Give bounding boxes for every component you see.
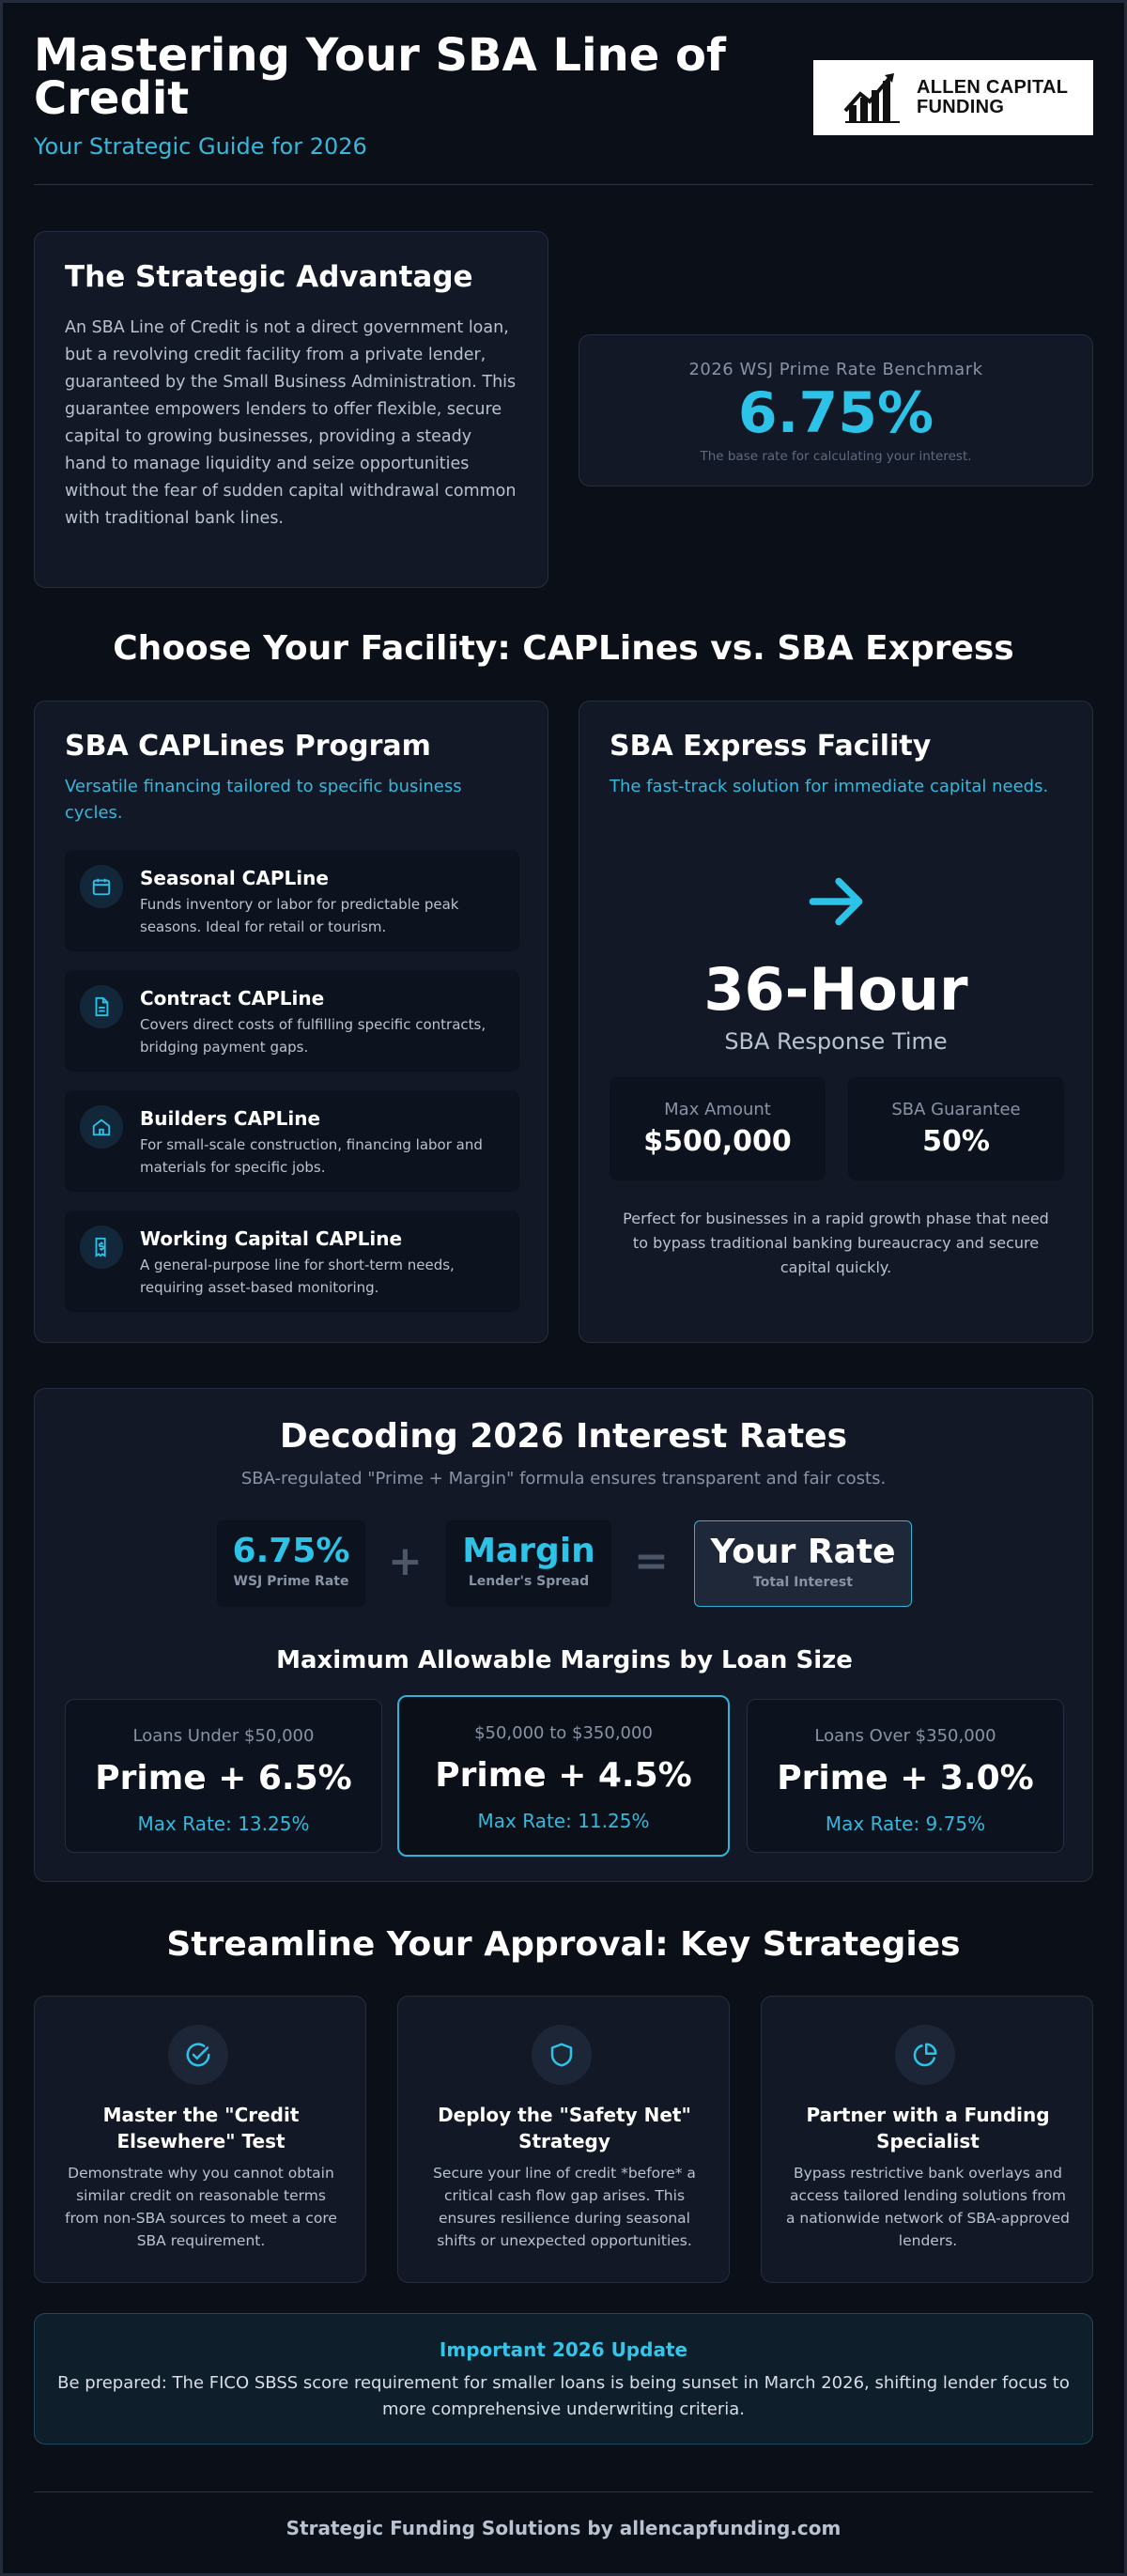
formula-prime-label: WSJ Prime Rate xyxy=(233,1574,349,1589)
strategies-title: Streamline Your Approval: Key Strategies xyxy=(166,1925,961,1964)
max-amount-value: $500,000 xyxy=(643,1125,792,1158)
margin-50k-350k: $50,000 to $350,000 Prime + 4.5% Max Rat… xyxy=(397,1695,730,1857)
max-amount-label: Max Amount xyxy=(664,1100,771,1119)
capline-item-builders: Builders CAPLine For small-scale constru… xyxy=(65,1090,519,1192)
home-icon xyxy=(80,1105,123,1149)
capline-desc: For small-scale construction, financing … xyxy=(140,1136,483,1176)
header-divider xyxy=(34,184,1093,185)
capline-name: Seasonal CAPLine xyxy=(140,867,329,889)
caplines-subtitle: Versatile financing tailored to specific… xyxy=(65,777,462,823)
strategy-desc: Demonstrate why you cannot obtain simila… xyxy=(65,2165,337,2249)
receipt-icon xyxy=(80,1226,123,1269)
express-hours: 36-Hour xyxy=(703,955,968,1024)
strategy-card-credit-elsewhere: Master the "Credit Elsewhere" Test Demon… xyxy=(34,1996,366,2283)
strategy-title: Master the "Credit Elsewhere" Test xyxy=(102,2104,300,2152)
shield-icon xyxy=(532,2025,592,2085)
guarantee-box: SBA Guarantee 50% xyxy=(848,1077,1064,1180)
formula-rate-label: Total Interest xyxy=(753,1575,853,1590)
margin-value: Prime + 6.5% xyxy=(95,1759,352,1797)
margin-max-rate: Max Rate: 11.25% xyxy=(477,1810,650,1832)
formula-margin-value: Margin xyxy=(462,1532,595,1570)
guarantee-value: 50% xyxy=(922,1125,990,1158)
formula-margin-label: Lender's Spread xyxy=(468,1574,590,1589)
capline-desc: Funds inventory or labor for predictable… xyxy=(140,896,459,935)
caplines-card: SBA CAPLines Program Versatile financing… xyxy=(34,701,548,1343)
strategic-advantage-title: The Strategic Advantage xyxy=(65,260,473,294)
margin-value: Prime + 3.0% xyxy=(777,1759,1034,1797)
margin-max-rate: Max Rate: 9.75% xyxy=(825,1812,986,1835)
capline-name: Working Capital CAPLine xyxy=(140,1227,403,1250)
capline-item-contract: Contract CAPLine Covers direct costs of … xyxy=(65,970,519,1072)
margin-under-50k: Loans Under $50,000 Prime + 6.5% Max Rat… xyxy=(65,1699,382,1853)
max-amount-box: Max Amount $500,000 xyxy=(610,1077,826,1180)
margin-label: $50,000 to $350,000 xyxy=(474,1723,653,1743)
plus-sign: + xyxy=(388,1537,423,1585)
prime-rate-note: The base rate for calculating your inter… xyxy=(700,449,972,464)
strategic-advantage-body: An SBA Line of Credit is not a direct go… xyxy=(65,318,517,528)
guarantee-label: SBA Guarantee xyxy=(891,1100,1021,1119)
arrow-right-icon xyxy=(809,877,863,926)
margins-title: Maximum Allowable Margins by Loan Size xyxy=(276,1646,853,1674)
prime-rate-card: 2026 WSJ Prime Rate Benchmark 6.75% The … xyxy=(579,334,1093,486)
logo-line-1: ALLEN CAPITAL xyxy=(917,77,1069,98)
express-subtitle: The fast-track solution for immediate ca… xyxy=(610,777,1049,796)
strategy-card-safety-net: Deploy the "Safety Net" Strategy Secure … xyxy=(397,1996,730,2283)
margin-value: Prime + 4.5% xyxy=(435,1756,692,1795)
growth-chart-logo-icon xyxy=(843,73,900,123)
strategy-title: Partner with a Funding Specialist xyxy=(806,2104,1050,2152)
interest-rates-card: Decoding 2026 Interest Rates SBA-regulat… xyxy=(34,1388,1093,1882)
prime-rate-value: 6.75% xyxy=(737,380,934,446)
strategy-desc: Secure your line of credit *before* a cr… xyxy=(433,2165,696,2249)
formula-rate-value: Your Rate xyxy=(710,1533,896,1571)
logo-text: ALLEN CAPITAL FUNDING xyxy=(917,78,1068,117)
rates-title: Decoding 2026 Interest Rates xyxy=(279,1417,848,1456)
margin-label: Loans Under $50,000 xyxy=(132,1726,315,1746)
capline-name: Builders CAPLine xyxy=(140,1107,321,1130)
margin-label: Loans Over $350,000 xyxy=(814,1726,996,1746)
strategic-advantage-card: The Strategic Advantage An SBA Line of C… xyxy=(34,231,548,588)
document-icon xyxy=(80,985,123,1028)
formula-margin: Margin Lender's Spread xyxy=(446,1520,611,1607)
check-circle-icon xyxy=(168,2025,228,2085)
strategy-desc: Bypass restrictive bank overlays and acc… xyxy=(785,2165,1071,2249)
equals-sign: = xyxy=(634,1537,669,1585)
pie-chart-icon xyxy=(895,2025,955,2085)
capline-name: Contract CAPLine xyxy=(140,987,325,1010)
calendar-icon xyxy=(80,865,123,908)
express-response-label: SBA Response Time xyxy=(724,1028,948,1055)
formula-prime: 6.75% WSJ Prime Rate xyxy=(217,1520,365,1607)
capline-desc: Covers direct costs of fulfilling specif… xyxy=(140,1016,486,1056)
rates-subtitle: SBA-regulated "Prime + Margin" formula e… xyxy=(240,1469,887,1489)
page-subtitle: Your Strategic Guide for 2026 xyxy=(34,133,367,160)
update-body: Be prepared: The FICO SBSS score require… xyxy=(57,2373,1070,2419)
company-logo: ALLEN CAPITAL FUNDING xyxy=(813,60,1093,135)
header: Mastering Your SBA Line of Credit Your S… xyxy=(34,29,1093,184)
capline-item-seasonal: Seasonal CAPLine Funds inventory or labo… xyxy=(65,850,519,951)
express-title: SBA Express Facility xyxy=(610,730,932,763)
footer-text: Strategic Funding Solutions by allencapf… xyxy=(286,2517,841,2539)
update-title: Important 2026 Update xyxy=(439,2338,688,2361)
capline-desc: A general-purpose line for short-term ne… xyxy=(140,1257,455,1296)
facility-section-title: Choose Your Facility: CAPLines vs. SBA E… xyxy=(113,629,1014,668)
logo-line-2: FUNDING xyxy=(917,97,1005,117)
footer-divider xyxy=(34,2491,1093,2492)
page-title: Mastering Your SBA Line of Credit xyxy=(34,29,726,125)
margin-over-350k: Loans Over $350,000 Prime + 3.0% Max Rat… xyxy=(747,1699,1064,1853)
express-note: Perfect for businesses in a rapid growth… xyxy=(623,1210,1049,1276)
capline-item-working-capital: Working Capital CAPLine A general-purpos… xyxy=(65,1211,519,1312)
caplines-title: SBA CAPLines Program xyxy=(65,730,431,763)
formula-your-rate: Your Rate Total Interest xyxy=(694,1520,912,1607)
strategy-card-funding-specialist: Partner with a Funding Specialist Bypass… xyxy=(761,1996,1093,2283)
formula-prime-value: 6.75% xyxy=(232,1532,350,1570)
prime-rate-label: 2026 WSJ Prime Rate Benchmark xyxy=(688,360,983,379)
important-update-banner: Important 2026 Update Be prepared: The F… xyxy=(34,2313,1093,2445)
margin-max-rate: Max Rate: 13.25% xyxy=(137,1812,310,1835)
strategy-title: Deploy the "Safety Net" Strategy xyxy=(438,2104,691,2152)
express-card: SBA Express Facility The fast-track solu… xyxy=(579,701,1093,1343)
